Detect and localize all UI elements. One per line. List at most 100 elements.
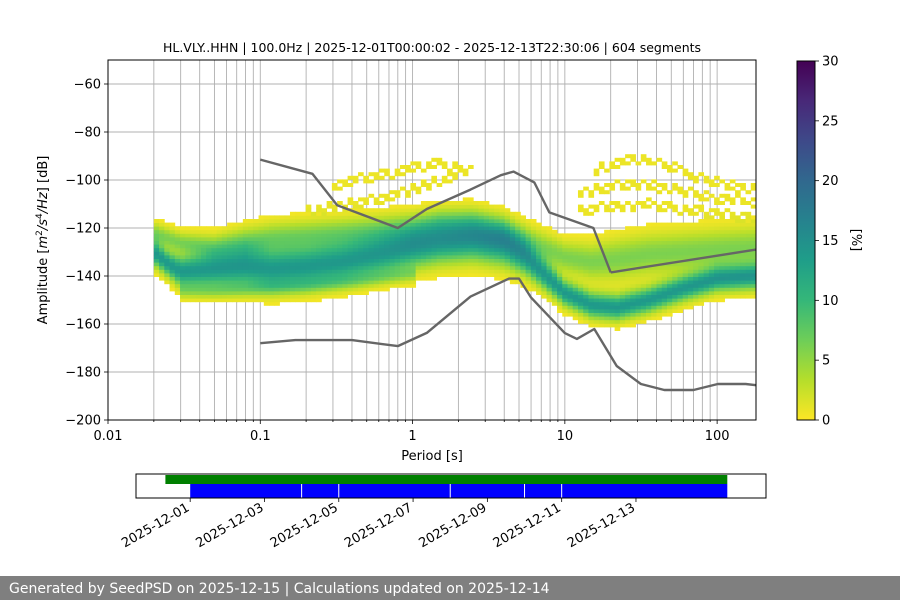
density-cell — [536, 237, 542, 241]
density-cell — [279, 226, 286, 231]
density-cell — [305, 280, 312, 285]
density-cell — [677, 229, 684, 234]
density-cell — [211, 255, 218, 259]
density-cell — [174, 226, 181, 231]
density-cell — [159, 219, 165, 223]
density-cell — [724, 193, 731, 198]
density-cell — [263, 273, 270, 277]
density-cell — [347, 219, 354, 223]
density-cell — [551, 258, 558, 263]
density-cell — [394, 258, 401, 263]
density-cell — [452, 211, 458, 216]
density-cell — [661, 276, 668, 281]
density-cell — [750, 276, 757, 281]
density-cell — [159, 251, 165, 256]
density-cell — [237, 273, 244, 277]
density-cell — [347, 229, 354, 234]
density-cell — [310, 244, 317, 249]
density-cell — [551, 237, 558, 241]
density-cell — [457, 204, 464, 209]
density-cell — [436, 269, 443, 274]
density-cell — [520, 251, 527, 256]
density-cell — [724, 208, 731, 213]
density-cell — [248, 244, 254, 249]
density-cell — [284, 240, 291, 245]
density-cell — [509, 211, 516, 216]
density-cell — [719, 233, 725, 238]
density-cell — [174, 283, 181, 288]
density-cell — [604, 294, 610, 299]
density-cell — [289, 211, 296, 216]
density-cell — [530, 276, 537, 281]
density-cell — [687, 240, 694, 245]
density-cell — [159, 273, 165, 277]
density-cell — [352, 269, 359, 274]
density-cell — [677, 240, 684, 245]
density-cell — [729, 229, 736, 234]
density-cell — [452, 201, 458, 205]
density-cell — [237, 222, 244, 227]
density-cell — [253, 251, 259, 256]
density-cell — [635, 186, 642, 191]
density-cell — [347, 269, 354, 274]
density-cell — [708, 247, 715, 252]
density-cell — [180, 233, 186, 238]
density-cell — [698, 262, 705, 267]
density-cell — [206, 262, 212, 267]
density-cell — [384, 208, 390, 213]
density-cell — [499, 276, 506, 281]
density-cell — [263, 287, 270, 292]
density-cell — [447, 179, 453, 184]
density-cell — [352, 201, 359, 205]
density-cell — [640, 157, 647, 162]
density-cell — [206, 247, 212, 252]
density-cell — [682, 291, 689, 295]
density-cell — [666, 247, 673, 252]
density-cell — [331, 186, 338, 191]
density-cell — [389, 251, 396, 256]
density-cell — [488, 262, 495, 267]
density-cell — [677, 255, 684, 259]
density-cell — [452, 247, 458, 252]
density-cell — [656, 226, 663, 231]
density-cell — [164, 262, 170, 267]
density-cell — [483, 233, 490, 238]
density-cell — [237, 294, 244, 299]
density-cell — [703, 244, 710, 249]
density-cell — [541, 262, 547, 267]
density-cell — [593, 240, 600, 245]
density-cell — [577, 244, 584, 249]
density-cell — [714, 262, 720, 267]
density-cell — [541, 244, 547, 249]
density-cell — [174, 273, 181, 277]
density-cell — [530, 255, 537, 259]
density-cell — [646, 298, 652, 303]
density-cell — [520, 258, 527, 263]
density-cell — [159, 226, 165, 231]
density-cell — [703, 226, 710, 231]
density-cell — [536, 283, 542, 288]
density-cell — [420, 262, 427, 267]
density-cell — [598, 305, 605, 310]
density-cell — [572, 305, 579, 310]
density-cell — [331, 237, 338, 241]
density-cell — [242, 247, 249, 252]
density-cell — [703, 179, 710, 184]
density-cell — [473, 211, 479, 216]
density-cell — [347, 244, 354, 249]
density-cell — [609, 283, 616, 288]
density-cell — [703, 251, 710, 256]
density-cell — [687, 237, 694, 241]
density-cell — [263, 251, 270, 256]
density-cell — [363, 222, 369, 227]
density-cell — [740, 287, 746, 292]
density-cell — [405, 255, 411, 259]
density-cell — [352, 233, 359, 238]
density-cell — [567, 305, 574, 310]
density-cell — [530, 283, 537, 288]
density-cell — [698, 208, 705, 213]
y-axis-ticks: −60−80−100−120−140−160−180−200 — [65, 78, 108, 429]
density-cell — [504, 226, 511, 231]
density-cell — [420, 233, 427, 238]
density-cell — [347, 201, 354, 205]
